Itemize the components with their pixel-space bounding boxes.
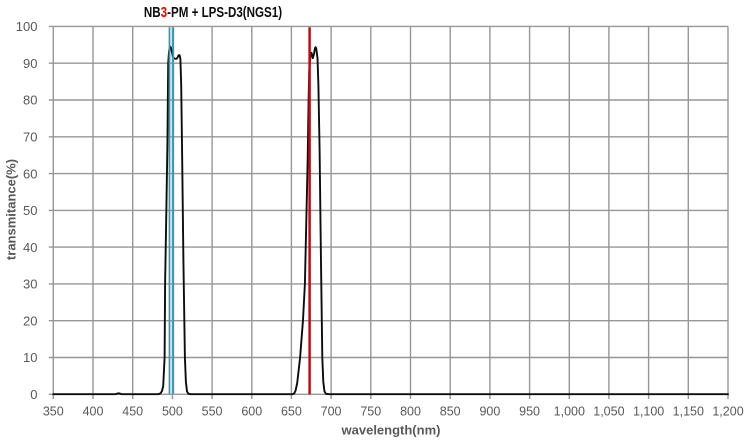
svg-text:10: 10	[23, 350, 37, 365]
svg-text:1,000: 1,000	[554, 405, 585, 419]
svg-text:650: 650	[281, 405, 302, 419]
svg-text:wavelength(nm): wavelength(nm)	[341, 423, 441, 438]
svg-text:700: 700	[321, 405, 342, 419]
svg-text:750: 750	[360, 405, 381, 419]
svg-text:950: 950	[519, 405, 540, 419]
svg-text:1,150: 1,150	[673, 405, 704, 419]
svg-text:600: 600	[241, 405, 262, 419]
svg-text:90: 90	[23, 56, 37, 71]
svg-text:350: 350	[43, 405, 64, 419]
svg-text:550: 550	[202, 405, 223, 419]
svg-text:100: 100	[16, 19, 38, 34]
svg-text:40: 40	[23, 240, 37, 255]
svg-text:80: 80	[23, 93, 37, 108]
svg-text:70: 70	[23, 130, 37, 145]
svg-text:transmitance(%): transmitance(%)	[4, 159, 19, 260]
svg-text:NB3-PM + LPS-D3(NGS1): NB3-PM + LPS-D3(NGS1)	[144, 4, 282, 21]
svg-text:1,200: 1,200	[712, 405, 743, 419]
svg-text:50: 50	[23, 203, 37, 218]
svg-text:400: 400	[83, 405, 104, 419]
svg-text:450: 450	[122, 405, 143, 419]
svg-text:800: 800	[400, 405, 421, 419]
svg-text:900: 900	[479, 405, 500, 419]
svg-text:30: 30	[23, 277, 37, 292]
svg-text:1,100: 1,100	[633, 405, 664, 419]
svg-text:60: 60	[23, 166, 37, 181]
svg-text:0: 0	[30, 387, 37, 402]
svg-text:500: 500	[162, 405, 183, 419]
svg-text:1,050: 1,050	[593, 405, 624, 419]
svg-text:850: 850	[440, 405, 461, 419]
svg-text:20: 20	[23, 313, 37, 328]
